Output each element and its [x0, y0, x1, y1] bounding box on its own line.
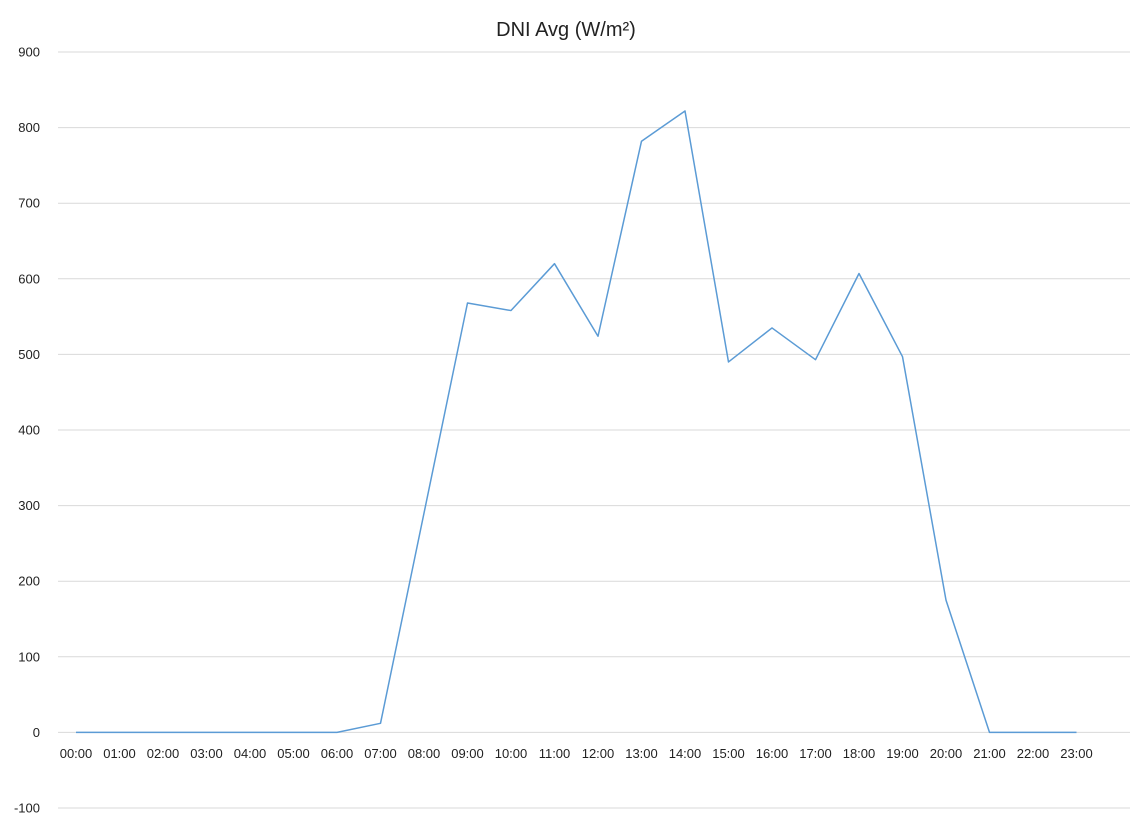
- y-tick-label: 0: [33, 725, 40, 740]
- gridlines: [58, 51, 1130, 809]
- y-axis-ticks: -100 0 100 200 300 400 500 600 700 800 900: [14, 45, 40, 816]
- y-tick-label: 200: [18, 574, 40, 589]
- y-tick-label: 500: [18, 347, 40, 362]
- x-tick-label: 20:00: [930, 746, 963, 761]
- chart-title: DNI Avg (W/m²): [496, 19, 636, 41]
- x-tick-label: 00:00: [60, 746, 93, 761]
- y-tick-label: -100: [14, 801, 40, 816]
- y-tick-label: 600: [18, 271, 40, 286]
- y-tick-label: 300: [18, 498, 40, 513]
- x-tick-label: 17:00: [799, 746, 832, 761]
- x-tick-label: 13:00: [625, 746, 658, 761]
- x-tick-label: 18:00: [843, 746, 876, 761]
- y-tick-label: 100: [18, 649, 40, 664]
- y-tick-label: 800: [18, 120, 40, 135]
- x-tick-label: 04:00: [234, 746, 267, 761]
- x-tick-label: 12:00: [582, 746, 615, 761]
- y-tick-label: 900: [18, 45, 40, 60]
- x-tick-label: 07:00: [364, 746, 397, 761]
- x-tick-label: 22:00: [1017, 746, 1050, 761]
- x-axis-ticks: 00:00 01:00 02:00 03:00 04:00 05:00 06:00 07:00…: [60, 746, 1093, 761]
- x-tick-label: 16:00: [756, 746, 789, 761]
- x-tick-label: 21:00: [973, 746, 1006, 761]
- y-tick-label: 400: [18, 423, 40, 438]
- x-tick-label: 15:00: [712, 746, 745, 761]
- x-tick-label: 19:00: [886, 746, 919, 761]
- x-tick-label: 01:00: [103, 746, 136, 761]
- y-tick-label: 700: [18, 196, 40, 211]
- x-tick-label: 08:00: [408, 746, 441, 761]
- x-tick-label: 09:00: [451, 746, 484, 761]
- x-tick-label: 05:00: [277, 746, 310, 761]
- series-lines: [75, 110, 1077, 734]
- x-tick-label: 06:00: [321, 746, 354, 761]
- x-tick-label: 11:00: [539, 746, 571, 761]
- x-tick-label: 14:00: [669, 746, 702, 761]
- x-tick-label: 23:00: [1060, 746, 1093, 761]
- x-tick-label: 02:00: [147, 746, 180, 761]
- x-tick-label: 10:00: [495, 746, 528, 761]
- series-line-0: [76, 110, 1077, 734]
- x-tick-label: 03:00: [190, 746, 223, 761]
